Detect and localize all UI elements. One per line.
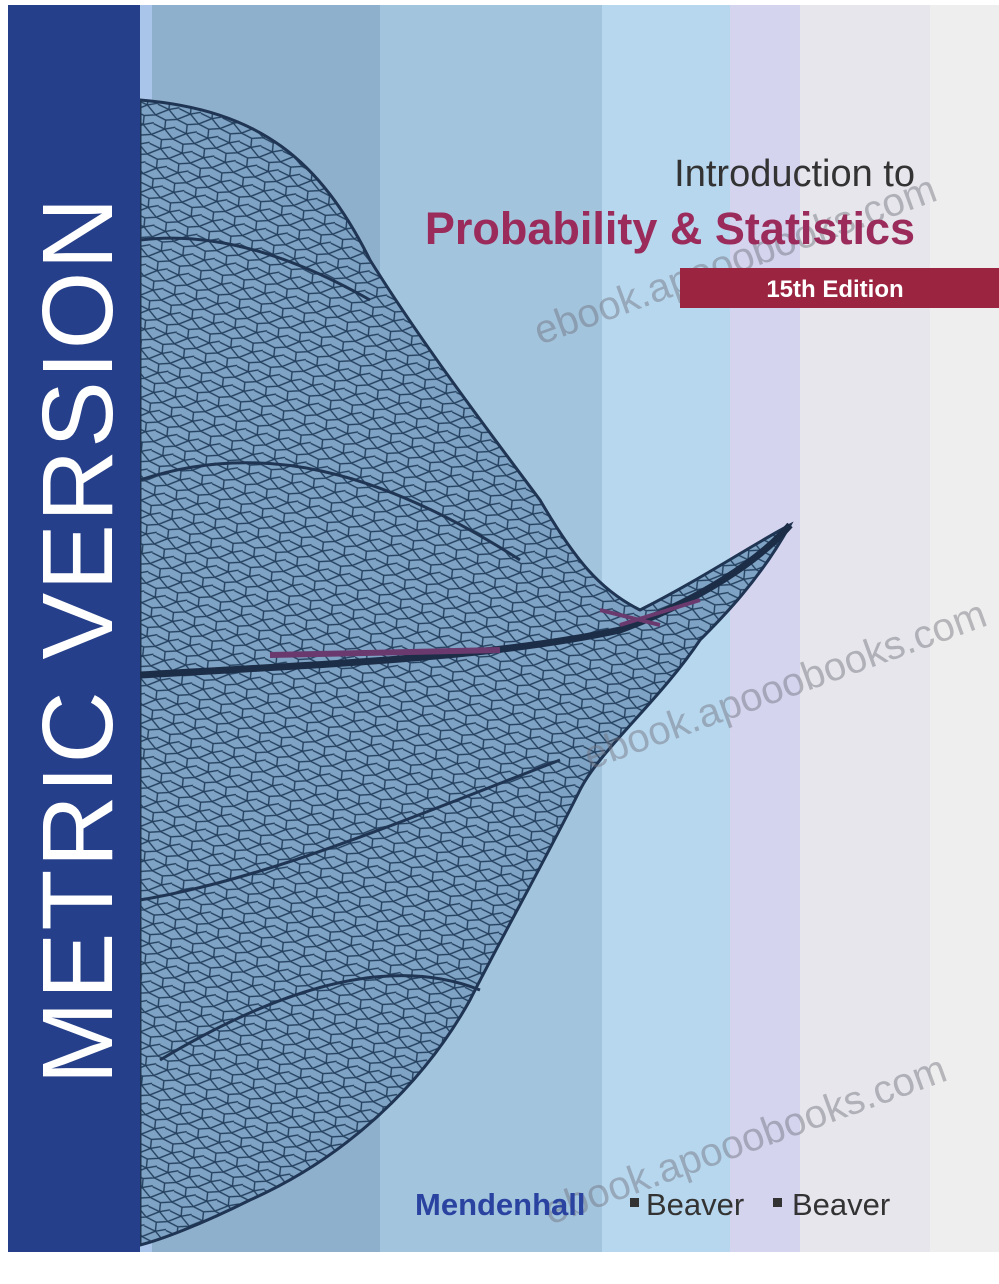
title-line1: Introduction to [674, 153, 915, 195]
author: Mendenhall [415, 1187, 586, 1222]
page: METRIC VERSION ebook.apooobooks.com eboo… [0, 0, 999, 1279]
book-cover: METRIC VERSION ebook.apooobooks.com eboo… [0, 0, 999, 1279]
author: Beaver [646, 1187, 744, 1222]
edition: 15th Edition [766, 276, 903, 303]
bullet [773, 1198, 782, 1207]
bullet [630, 1198, 639, 1207]
title-line2: Probability & Statistics [425, 203, 915, 254]
spine-title: METRIC VERSION [22, 195, 134, 1084]
author: Beaver [792, 1187, 890, 1222]
